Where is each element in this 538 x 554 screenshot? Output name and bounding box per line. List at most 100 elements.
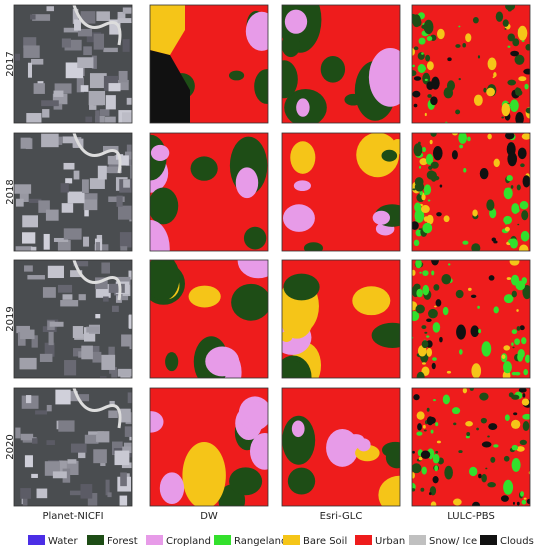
- class-patch: [414, 182, 425, 192]
- building: [63, 27, 81, 33]
- class-patch: [514, 54, 525, 65]
- building: [131, 13, 132, 22]
- building: [107, 492, 112, 498]
- tile-border: [13, 387, 133, 507]
- class-patch: [516, 309, 519, 312]
- building: [99, 376, 107, 378]
- class-patch: [511, 394, 520, 400]
- class-patch: [521, 133, 530, 140]
- class-patch: [434, 305, 437, 308]
- class-patch: [282, 60, 298, 99]
- building: [52, 471, 67, 479]
- class-patch: [426, 170, 436, 180]
- building: [46, 6, 54, 12]
- class-patch: [423, 184, 432, 195]
- class-patch: [507, 8, 512, 12]
- building: [108, 283, 125, 293]
- class-patch: [290, 141, 316, 174]
- building: [122, 39, 130, 52]
- class-patch: [432, 453, 440, 464]
- building: [91, 55, 97, 69]
- class-patch: [478, 328, 482, 334]
- class-patch: [506, 175, 513, 182]
- class-patch: [421, 466, 427, 475]
- class-bg: [412, 260, 530, 378]
- class-patch: [466, 431, 471, 437]
- class-patch: [477, 305, 480, 309]
- class-patch: [422, 72, 431, 85]
- class-patch: [150, 144, 170, 162]
- class-patch: [495, 11, 504, 22]
- building: [93, 449, 107, 464]
- building: [80, 11, 96, 24]
- legend-label: Forest: [107, 536, 138, 547]
- legend-swatch: [283, 535, 300, 545]
- class-patch: [150, 187, 179, 225]
- building: [36, 488, 48, 499]
- class-patch: [414, 202, 422, 213]
- class-patch: [282, 360, 307, 378]
- building: [120, 246, 128, 251]
- class-patch: [412, 64, 415, 68]
- building: [116, 195, 123, 207]
- building: [102, 145, 119, 152]
- building: [87, 345, 100, 357]
- class-patch: [368, 47, 400, 107]
- class-patch: [520, 230, 530, 242]
- building: [115, 79, 129, 91]
- class-patch: [391, 139, 400, 155]
- building: [123, 377, 132, 378]
- building: [122, 7, 132, 14]
- class-patch: [523, 68, 530, 75]
- class-patch: [296, 98, 310, 117]
- building: [82, 193, 98, 200]
- tile-content: [150, 388, 268, 506]
- class-patch: [422, 222, 433, 234]
- building: [77, 57, 94, 69]
- class-patch: [510, 419, 521, 429]
- building: [119, 232, 132, 248]
- class-patch: [432, 322, 441, 333]
- class-patch: [517, 223, 520, 226]
- class-patch: [519, 325, 525, 331]
- building: [24, 455, 33, 468]
- building: [111, 305, 119, 312]
- class-patch: [501, 102, 511, 117]
- building: [32, 14, 51, 21]
- column-label: Planet-NICFI: [42, 511, 103, 522]
- tile-border: [411, 132, 531, 252]
- class-patch: [487, 435, 490, 438]
- building: [63, 162, 75, 170]
- class-patch: [150, 411, 164, 433]
- class-patch: [165, 352, 179, 372]
- building: [25, 395, 32, 404]
- building: [114, 155, 129, 166]
- class-patch: [458, 450, 463, 454]
- class-patch: [421, 24, 428, 30]
- class-patch: [303, 242, 324, 251]
- building: [61, 203, 74, 213]
- building: [64, 360, 77, 376]
- tile-content: [14, 388, 132, 506]
- map-tile: [149, 4, 269, 124]
- class-patch: [455, 289, 464, 299]
- building: [72, 8, 79, 24]
- building: [16, 325, 30, 334]
- class-patch: [427, 94, 432, 98]
- class-patch: [486, 87, 495, 97]
- building: [59, 460, 67, 477]
- class-patch: [423, 19, 434, 35]
- building: [111, 369, 118, 378]
- class-patch: [412, 463, 422, 474]
- class-patch: [417, 423, 422, 431]
- class-patch: [446, 80, 456, 91]
- legend-label: Cropland: [166, 536, 211, 547]
- building: [97, 165, 107, 180]
- map-tile: [281, 387, 401, 507]
- building: [42, 287, 56, 298]
- tile-border: [13, 4, 133, 124]
- tile-content: [412, 260, 530, 378]
- class-patch: [493, 240, 498, 244]
- column-label: LULC-PBS: [447, 511, 495, 522]
- class-patch: [471, 501, 481, 506]
